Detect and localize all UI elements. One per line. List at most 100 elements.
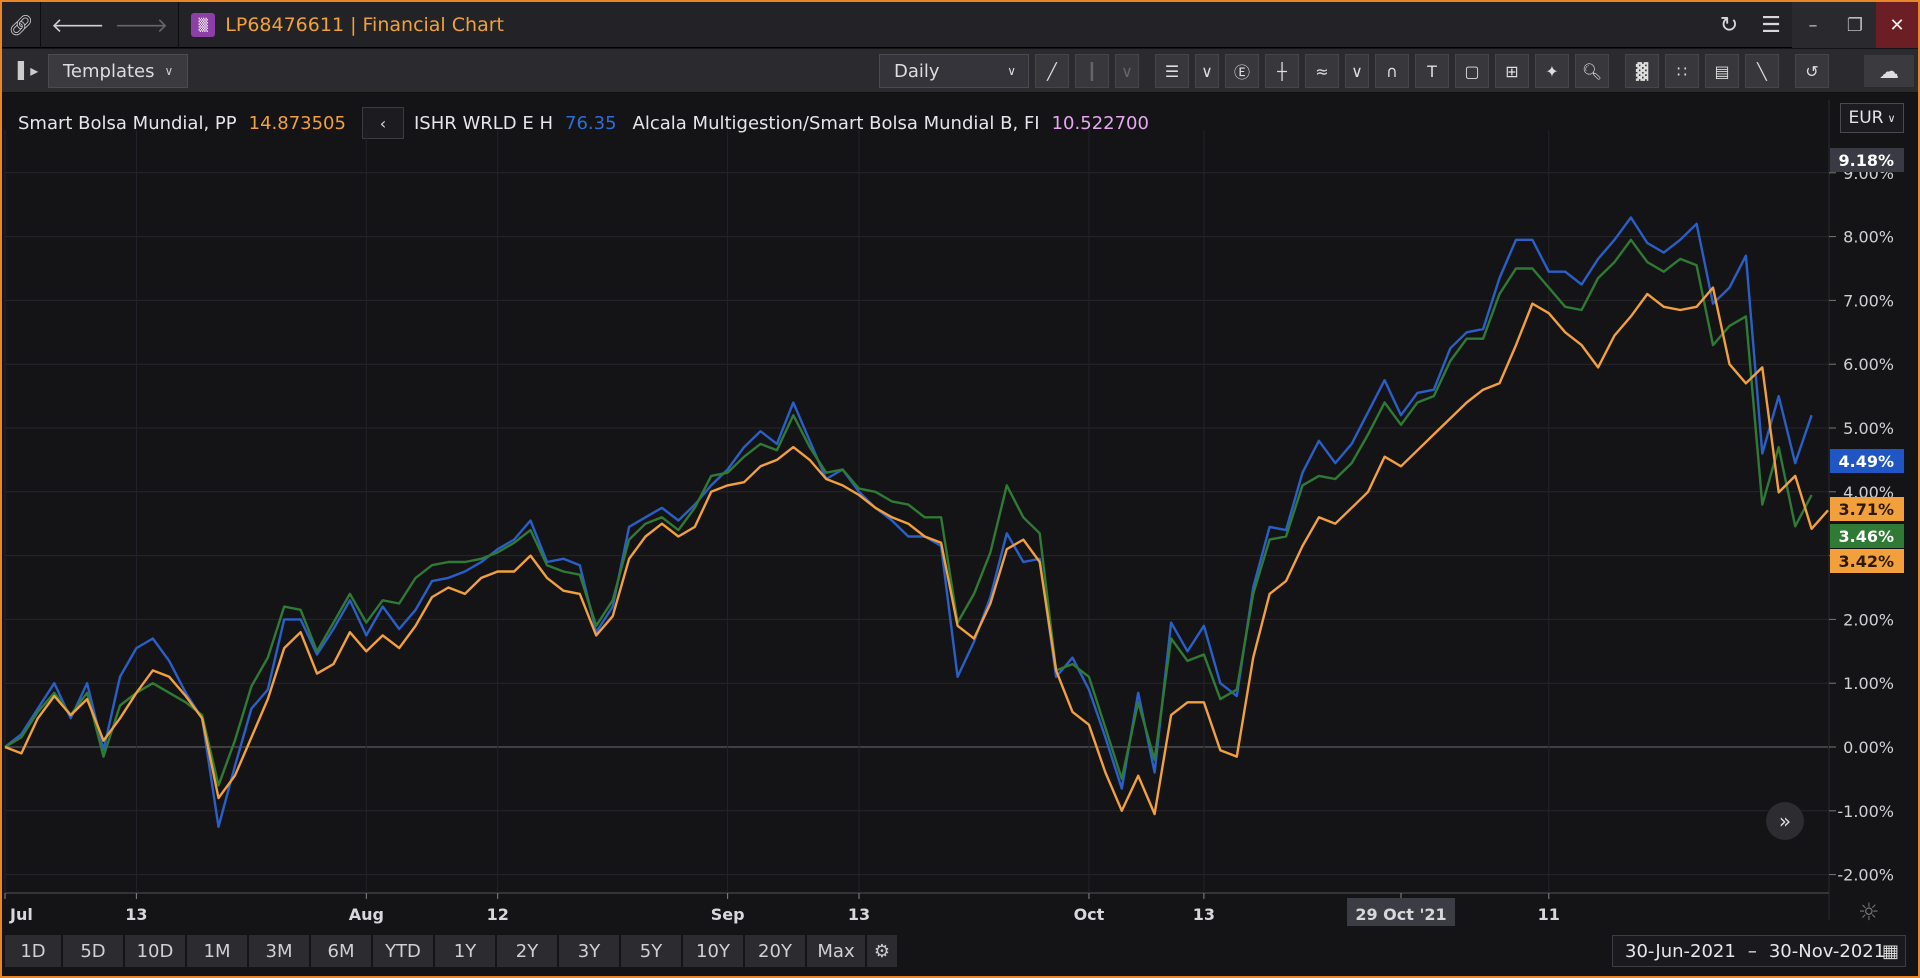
layout-icon[interactable]: ▤ bbox=[1705, 54, 1739, 88]
title-actions: ↻ ☰ – ❐ ✕ bbox=[1708, 2, 1918, 48]
y-tick-label: 5.00% bbox=[1843, 419, 1894, 438]
crosshair-date-badge bbox=[1346, 898, 1455, 926]
range-button-2y[interactable]: 2Y bbox=[497, 935, 559, 967]
crosshair-icon[interactable]: ┼ bbox=[1265, 54, 1299, 88]
y-tick-label: -2.00% bbox=[1837, 866, 1894, 885]
reset-icon[interactable]: ↺ bbox=[1795, 54, 1829, 88]
value-badge bbox=[1830, 549, 1904, 573]
zoom-icon[interactable]: 🔍︎ bbox=[1575, 54, 1609, 88]
range-button-10d[interactable]: 10D bbox=[125, 935, 187, 967]
value-badge-label: 4.49% bbox=[1838, 452, 1894, 471]
legend-series-name[interactable]: Alcala Multigestion/Smart Bolsa Mundial … bbox=[632, 112, 1040, 134]
tool-buttons: ╱ ┃ ∨ ☰ ∨ Ⓔ ┼ ≈ ∨ ∩ T ▢ ⊞ ✦ 🔍︎ ▓ ∷ ▤ ╲ ↺ bbox=[1035, 54, 1835, 88]
date-range-field[interactable]: 30-Jun-2021 – 30-Nov-2021 ▦ bbox=[1612, 935, 1906, 967]
y-tick-label: 2.00% bbox=[1843, 610, 1894, 629]
value-badge bbox=[1830, 524, 1904, 548]
x-tick-label: Oct bbox=[1074, 905, 1105, 924]
x-tick-label: 13 bbox=[848, 905, 870, 924]
chevron-down-icon[interactable]: ∨ bbox=[1115, 54, 1139, 88]
magnet-icon[interactable]: ∩ bbox=[1375, 54, 1409, 88]
expand-panel-icon[interactable]: » bbox=[1766, 802, 1804, 840]
range-button-6m[interactable]: 6M bbox=[311, 935, 373, 967]
chevron-down-icon[interactable]: ∨ bbox=[1345, 54, 1369, 88]
range-button-3m[interactable]: 3M bbox=[249, 935, 311, 967]
chevron-down-icon: ∨ bbox=[1887, 111, 1896, 125]
series-line-2 bbox=[4, 286, 1829, 816]
x-tick-label: Sep bbox=[711, 905, 745, 924]
x-tick-label: 11 bbox=[1538, 905, 1560, 924]
legend-series-name[interactable]: Smart Bolsa Mundial, PP bbox=[18, 112, 237, 134]
x-tick-label: 29 Oct '21 bbox=[1355, 905, 1446, 924]
range-button-ytd[interactable]: YTD bbox=[373, 935, 435, 967]
back-arrow-icon[interactable]: 🡐 bbox=[51, 12, 105, 37]
value-badge-label: 3.46% bbox=[1838, 527, 1894, 546]
grid-icon[interactable]: ∷ bbox=[1665, 54, 1699, 88]
candlestick-icon[interactable]: ┃ bbox=[1075, 54, 1109, 88]
range-button-max[interactable]: Max bbox=[807, 935, 867, 967]
x-tick-label: 13 bbox=[1193, 905, 1215, 924]
draw-icon[interactable]: ✦ bbox=[1535, 54, 1569, 88]
legend-collapse-icon[interactable]: ‹ bbox=[361, 107, 404, 139]
y-tick-label: 0.00% bbox=[1843, 738, 1894, 757]
title-name: Financial Chart bbox=[362, 13, 504, 36]
templates-label: Templates bbox=[63, 60, 155, 82]
chevron-down-icon[interactable]: ∨ bbox=[1195, 54, 1219, 88]
chart-legend: Smart Bolsa Mundial, PP 14.873505 ‹ ISHR… bbox=[18, 107, 1149, 139]
date-from: 30-Jun-2021 bbox=[1625, 940, 1736, 962]
legend-series-value: 10.522700 bbox=[1051, 112, 1149, 134]
theme-icon[interactable]: ☼ bbox=[1858, 898, 1880, 926]
range-button-5y[interactable]: 5Y bbox=[621, 935, 683, 967]
title-separator bbox=[178, 1, 180, 48]
zoom-box-icon[interactable]: ⊞ bbox=[1495, 54, 1529, 88]
interval-label: Daily bbox=[894, 60, 940, 82]
cloud-icon[interactable]: ☁ bbox=[1864, 55, 1914, 87]
line-chart-icon[interactable]: ╱ bbox=[1035, 54, 1069, 88]
app-logo-icon: ▒ bbox=[191, 12, 216, 37]
dock-panel-icon[interactable]: ▌▸ bbox=[18, 61, 39, 80]
x-tick-label: 13 bbox=[125, 905, 147, 924]
range-button-1d[interactable]: 1D bbox=[5, 935, 63, 967]
range-button-10y[interactable]: 10Y bbox=[683, 935, 745, 967]
value-badge-label: 9.18% bbox=[1838, 151, 1894, 170]
value-badge bbox=[1830, 148, 1904, 172]
restore-button[interactable]: ❐ bbox=[1834, 2, 1876, 48]
legend-series-name[interactable]: ISHR WRLD E H bbox=[413, 112, 554, 134]
y-tick-label: 7.00% bbox=[1843, 291, 1894, 310]
close-button[interactable]: ✕ bbox=[1876, 2, 1918, 48]
minimize-button[interactable]: – bbox=[1792, 2, 1834, 48]
value-badge bbox=[1830, 449, 1904, 473]
window-title: LP68476611 | Financial Chart bbox=[225, 14, 504, 36]
refresh-icon[interactable]: ↻ bbox=[1719, 12, 1739, 38]
range-selector: 1D 5D 10D 1M 3M 6M YTD 1Y 2Y 3Y 5Y 10Y 20Y Max ⚙ bbox=[5, 935, 897, 967]
forward-arrow-icon[interactable]: 🡒 bbox=[114, 12, 169, 37]
currency-label: EUR bbox=[1848, 108, 1884, 128]
y-tick-label: 8.00% bbox=[1843, 228, 1894, 247]
title-code: LP68476611 bbox=[225, 13, 345, 36]
value-badge bbox=[1830, 497, 1904, 521]
link-icon[interactable]: 🔗︎ bbox=[8, 12, 34, 37]
range-button-20y[interactable]: 20Y bbox=[745, 935, 807, 967]
shape-icon[interactable]: ▢ bbox=[1455, 54, 1489, 88]
text-icon[interactable]: T bbox=[1415, 54, 1449, 88]
list-icon[interactable]: ☰ bbox=[1155, 54, 1189, 88]
range-button-3y[interactable]: 3Y bbox=[559, 935, 621, 967]
currency-dropdown[interactable]: EUR ∨ bbox=[1840, 103, 1904, 133]
menu-icon[interactable]: ☰ bbox=[1761, 12, 1781, 38]
interval-dropdown[interactable]: Daily ∨ bbox=[879, 54, 1029, 88]
title-separator bbox=[40, 1, 41, 48]
calendar-icon[interactable]: ▦ bbox=[1881, 940, 1899, 962]
title-separator-text: | bbox=[344, 13, 363, 36]
range-button-5d[interactable]: 5D bbox=[63, 935, 125, 967]
range-button-1y[interactable]: 1Y bbox=[435, 935, 497, 967]
add-indicator-icon[interactable]: ▓ bbox=[1625, 54, 1659, 88]
y-tick-label: -1.00% bbox=[1837, 802, 1894, 821]
range-button-1m[interactable]: 1M bbox=[187, 935, 249, 967]
studies-icon[interactable]: ≈ bbox=[1305, 54, 1339, 88]
gear-icon[interactable]: ⚙ bbox=[867, 935, 897, 967]
templates-dropdown[interactable]: Templates ∨ bbox=[48, 54, 188, 88]
chart-settings-icon[interactable]: ╲ bbox=[1745, 54, 1779, 88]
currency-icon[interactable]: Ⓔ bbox=[1225, 54, 1259, 88]
legend-series-value: 76.35 bbox=[565, 112, 617, 134]
